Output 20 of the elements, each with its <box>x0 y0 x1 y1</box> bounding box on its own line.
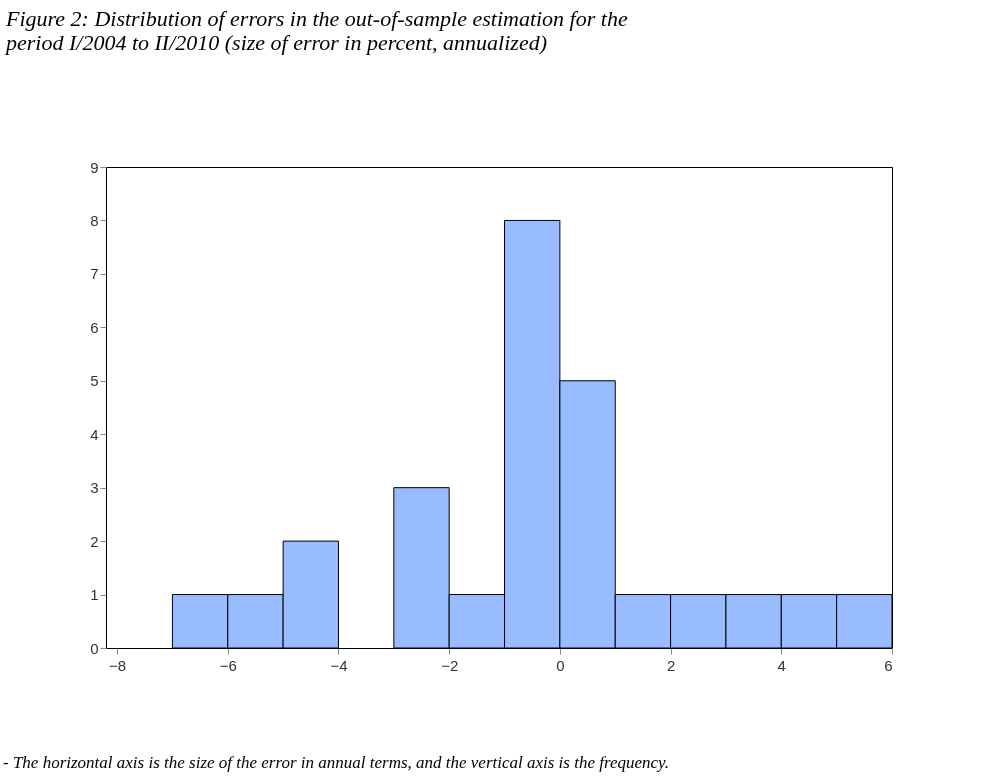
x-tick-label: −6 <box>219 656 237 674</box>
chart-title: Figure 2: Distribution of errors in the out-of-sample estimation for the period I/2004 to II/2010 (size of error in percent, annualized) <box>4 6 628 55</box>
x-tick-label: −8 <box>109 656 127 674</box>
y-tick-label: 2 <box>90 532 99 550</box>
y-tick-label: 0 <box>90 639 99 657</box>
y-tick-label: 6 <box>90 318 99 336</box>
x-tick-label: 4 <box>777 656 786 674</box>
x-tick-label: 6 <box>884 656 893 674</box>
y-tick-label: 3 <box>90 479 99 497</box>
y-tick-label: 4 <box>90 425 99 443</box>
x-tick-label: −4 <box>330 656 348 674</box>
x-tick-label: 2 <box>666 656 676 674</box>
y-tick-label: 8 <box>90 211 99 229</box>
x-tick-label: −2 <box>441 656 459 674</box>
text: - The horizontal axis is the size of the error in annual terms, and the vertical axis is the frequency. <box>3 753 669 772</box>
y-tick-label: 5 <box>90 372 99 390</box>
y-tick-label: 7 <box>90 265 99 283</box>
x-tick-label: 0 <box>556 656 565 674</box>
y-tick-label: 1 <box>90 586 99 604</box>
y-tick-label: 9 <box>90 158 99 176</box>
